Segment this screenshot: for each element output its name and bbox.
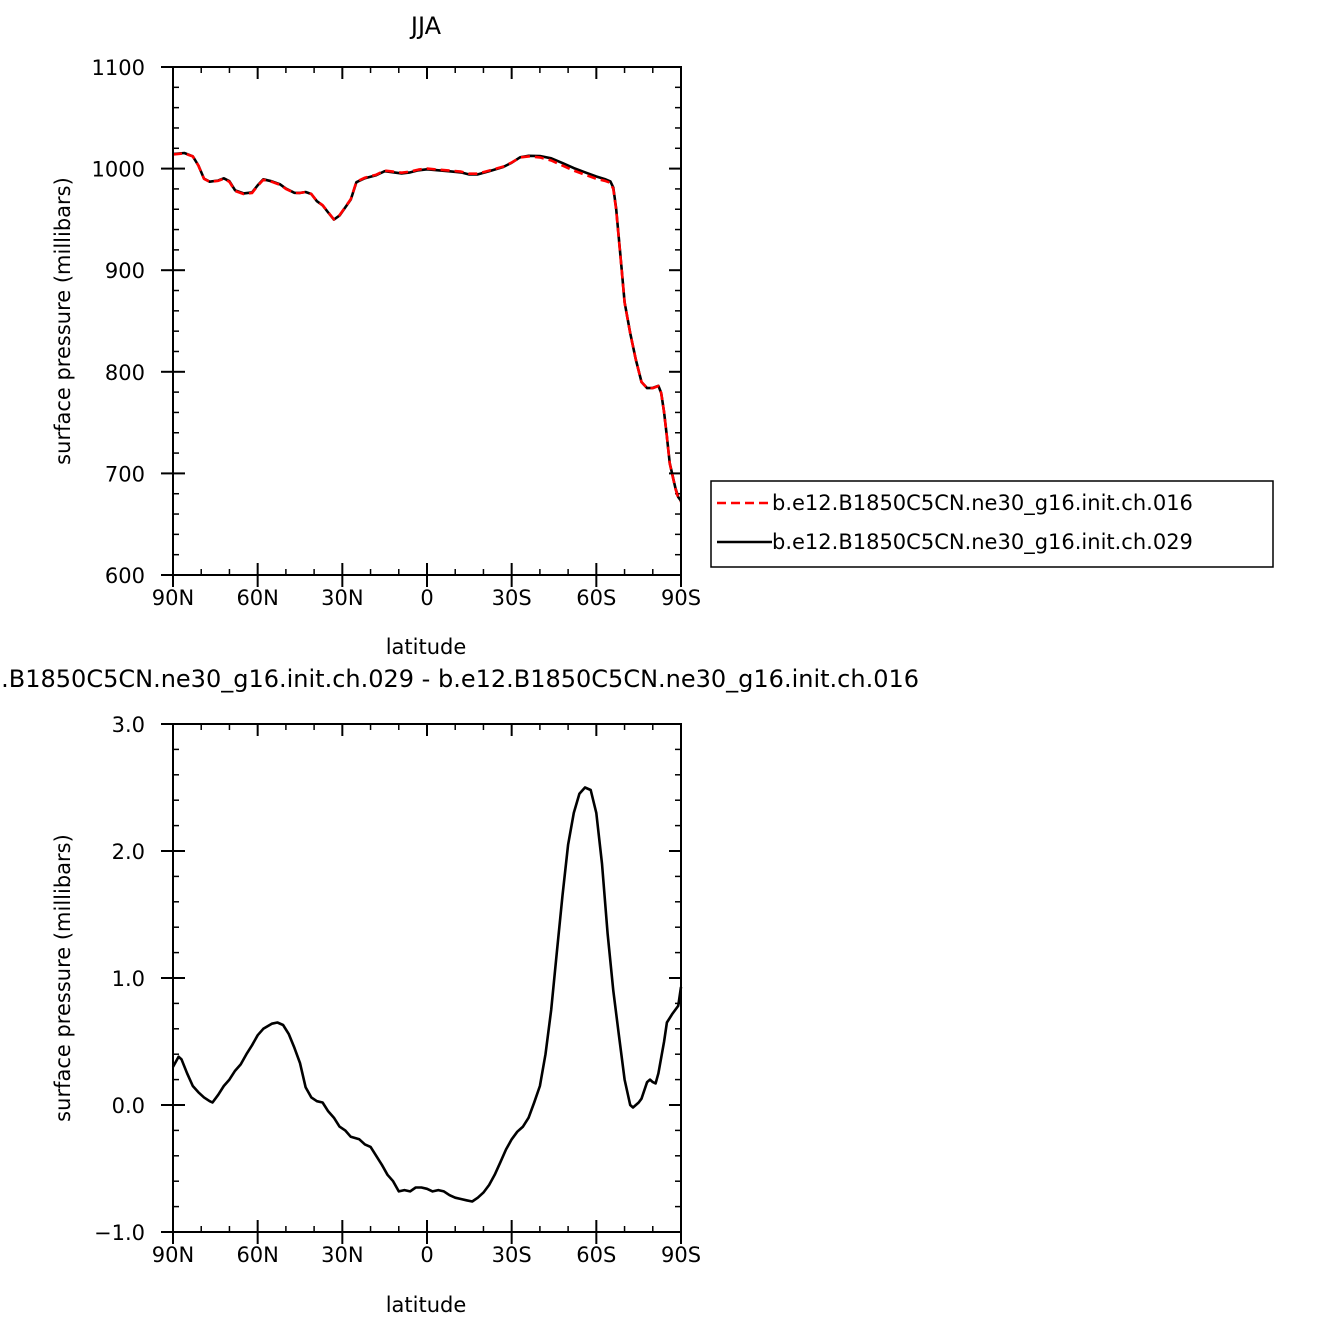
bottom-panel: b.e12.B1850C5CN.ne30_g16.init.ch.029 - b… [0, 665, 919, 1317]
top-y-tick-label: 800 [105, 361, 145, 385]
top-y-tick-label: 600 [105, 564, 145, 588]
bottom-y-tick-label: −1.0 [94, 1221, 145, 1245]
top-series-line-1 [172, 151, 683, 502]
bottom-y-tick-label: 3.0 [112, 713, 145, 737]
top-x-tick-label: 90N [152, 586, 194, 610]
top-tick-labels: 90N 60N 30N 0 30S 60S 90S 600 700 800 900 1000 1100 [92, 56, 701, 610]
bottom-chart-title: b.e12.B1850C5CN.ne30_g16.init.ch.029 - b… [0, 665, 919, 693]
top-x-tick-label: 60S [576, 586, 616, 610]
bottom-x-tick-label: 60N [236, 1243, 278, 1267]
top-y-tick-label: 1000 [92, 158, 145, 182]
top-y-tick-label: 700 [105, 462, 145, 486]
legend-frame [710, 480, 1274, 568]
top-panel: JJA 90N 60N 30N 0 30S 60S 90S 600 700 800 900 1000 1… [51, 12, 1274, 659]
bottom-y-tick-label: 2.0 [112, 840, 145, 864]
bottom-x-tick-label: 90N [152, 1243, 194, 1267]
bottom-x-tick-label: 30N [321, 1243, 363, 1267]
top-x-tick-label: 0 [420, 586, 433, 610]
bottom-tick-labels: 90N 60N 30N 0 30S 60S 90S −1.0 0.0 1.0 2.0 3.0 [94, 713, 701, 1267]
top-x-tick-label: 30S [492, 586, 532, 610]
bottom-x-tick-label: 0 [420, 1243, 433, 1267]
top-plot-frame [172, 66, 682, 576]
top-x-axis-label: latitude [386, 635, 467, 659]
bottom-y-axis-label: surface pressure (millibars) [51, 834, 75, 1122]
legend: b.e12.B1850C5CN.ne30_g16.init.ch.016 b.e… [710, 480, 1274, 568]
top-series-line-0 [172, 152, 683, 503]
bottom-x-tick-label: 90S [661, 1243, 701, 1267]
top-chart-title: JJA [409, 12, 442, 40]
bottom-ticks [161, 723, 682, 1244]
bottom-x-axis-label: latitude [386, 1293, 467, 1317]
legend-label-029: b.e12.B1850C5CN.ne30_g16.init.ch.029 [772, 530, 1193, 555]
bottom-plot-frame [172, 723, 682, 1233]
bottom-y-tick-label: 1.0 [112, 967, 145, 991]
top-y-tick-label: 900 [105, 259, 145, 283]
bottom-x-tick-label: 60S [576, 1243, 616, 1267]
top-x-tick-label: 60N [236, 586, 278, 610]
top-series-group [172, 151, 683, 503]
top-x-tick-label: 30N [321, 586, 363, 610]
top-y-tick-label: 1100 [92, 56, 145, 80]
top-y-axis-label: surface pressure (millibars) [51, 177, 75, 465]
legend-label-016: b.e12.B1850C5CN.ne30_g16.init.ch.016 [772, 491, 1193, 516]
top-ticks [161, 66, 682, 587]
bottom-x-tick-label: 30S [492, 1243, 532, 1267]
bottom-series-group [171, 786, 683, 1203]
top-x-tick-label: 90S [661, 586, 701, 610]
bottom-series-line-0 [171, 786, 683, 1203]
bottom-y-tick-label: 0.0 [112, 1094, 145, 1118]
